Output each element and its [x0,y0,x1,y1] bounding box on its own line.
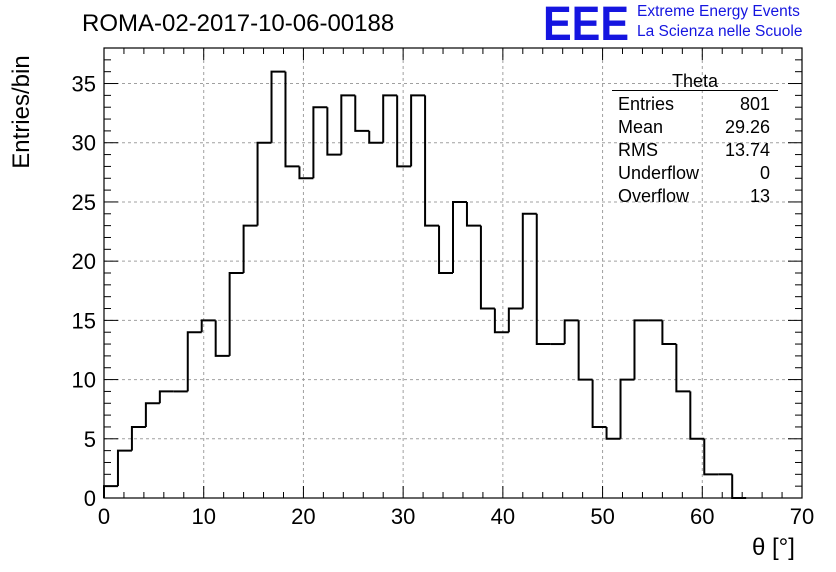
stats-row: Entries 801 [612,93,778,116]
histogram-bin [158,390,174,404]
stats-row: Mean 29.26 [612,116,778,139]
y-axis-title: Entries/bin [8,55,35,169]
histogram-bin [591,379,607,428]
histogram-bin [144,402,160,427]
histogram-bin [103,485,118,498]
histogram-bin [465,201,481,227]
x-tick-label: 70 [790,504,814,529]
histogram-bin [130,425,146,451]
stats-title: Theta [612,72,778,91]
histogram-bin [228,272,244,356]
histogram-bin [256,141,272,226]
x-tick-label: 10 [191,504,215,529]
histogram-bin [633,319,649,380]
axes: 0 10 20 30 40 50 60 70 0 5 10 15 20 25 30 35 [72,47,814,529]
histogram-bin [298,166,314,180]
histogram-bin [452,200,467,273]
stats-row: RMS 13.74 [612,139,778,162]
stats-value: 13.74 [724,140,770,160]
histogram-bin [535,213,551,346]
histogram-bin [619,378,635,439]
stats-label: Entries [618,94,675,114]
stats-row: Overflow 13 [612,185,778,208]
x-axis-title: θ [°] [752,534,795,561]
y-tick-label: 20 [72,249,96,274]
stats-value: 29.26 [724,117,770,137]
x-tick-label: 60 [690,504,714,529]
chart-title: ROMA-02-2017-10-06-00188 [82,10,395,37]
histogram-bin [424,95,440,227]
stats-label: RMS [618,140,658,160]
stats-label: Mean [618,117,664,137]
x-tick-label: 40 [491,504,515,529]
histogram-bin [396,95,412,168]
x-tick-label: 30 [391,504,415,529]
histogram-bin [284,71,300,168]
histogram-bin [661,320,677,346]
stats-label: Underflow [618,163,700,183]
histogram-bin [214,320,230,357]
y-tick-label: 10 [72,368,96,393]
x-tick-label: 0 [98,504,110,529]
histogram-bin [438,225,453,274]
histogram-bin [563,319,579,345]
y-tick-label: 5 [84,427,96,452]
stats-value: 0 [759,163,770,183]
y-tick-label: 25 [72,190,96,215]
histogram-bin [479,225,495,310]
stats-row: Underflow 0 [612,162,778,185]
histogram-bin [689,391,705,440]
y-tick-label: 15 [72,308,96,333]
logo-letters: EEE [543,0,629,44]
histogram-bin [200,319,216,333]
histogram-bin [382,94,398,143]
histogram-bin [493,308,509,334]
eee-logo-icon: EEE [543,0,629,44]
histogram-bin [368,130,384,144]
logo-caption: Extreme Energy Events La Scienza nelle S… [637,2,802,42]
stats-label: Overflow [618,186,690,206]
logo-line-2: La Scienza nelle Scuole [637,23,803,40]
histogram-bin [354,95,370,132]
histogram-bin [326,107,342,156]
y-tick-label: 30 [72,131,96,156]
logo-line-1: Extreme Energy Events [637,3,800,20]
stats-value: 801 [739,94,770,114]
x-tick-label: 50 [590,504,614,529]
histogram-bin [605,426,621,440]
stats-box: Theta Entries 801 Mean 29.26 RMS 13.74 Unde… [612,72,778,208]
stats-value: 13 [749,186,770,206]
histogram-bin [242,224,258,273]
histogram-bin [507,307,523,333]
histogram-bin [186,331,202,392]
histogram-bin [312,106,328,179]
histogram-bin [675,344,691,393]
histogram-bin [116,449,132,487]
histogram-bin [521,212,537,309]
y-tick-label: 35 [72,72,96,97]
histogram-bin [577,320,593,381]
histogram-bin [731,474,747,499]
histogram-bin [410,94,426,167]
histogram-bin [270,70,286,143]
histogram-bin [703,438,719,476]
x-tick-label: 20 [291,504,315,529]
y-tick-label: 0 [84,486,96,511]
histogram-bin [340,94,356,155]
